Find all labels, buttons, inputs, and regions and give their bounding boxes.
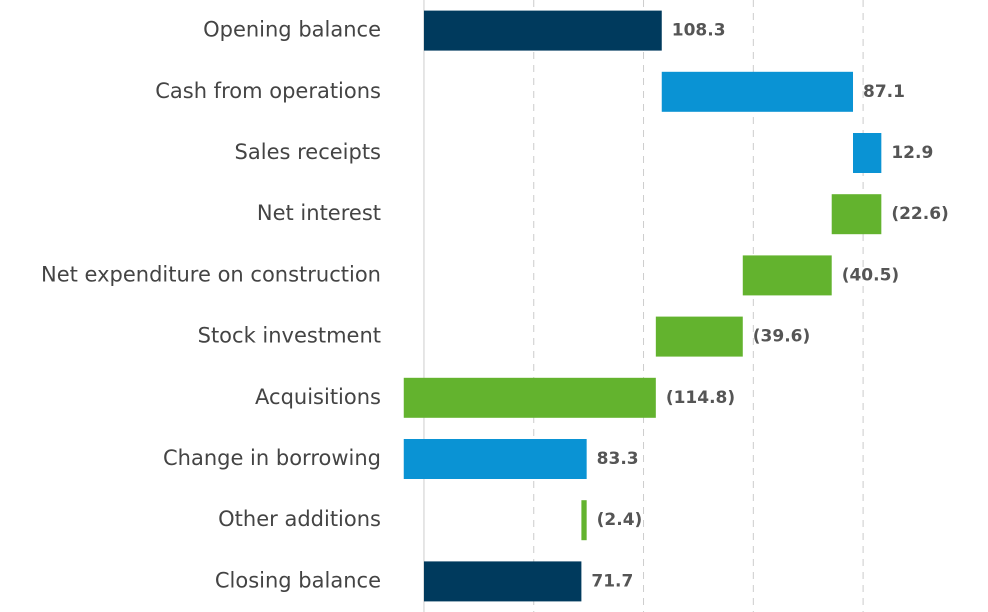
bar [581,500,587,541]
category-label: Closing balance [215,568,381,592]
bar [853,133,882,173]
bar [655,316,743,357]
category-label: Sales receipts [235,140,381,164]
category-label: Stock investment [198,324,381,348]
value-label: (2.4) [597,510,643,530]
category-label: Net interest [257,201,381,225]
value-label: 83.3 [597,449,639,469]
category-label: Cash from operations [155,79,381,103]
category-label: Change in borrowing [163,446,381,470]
bar [661,71,854,112]
value-label: (114.8) [666,388,735,408]
value-label: (40.5) [842,265,899,285]
bar [403,439,587,479]
value-label: (22.6) [891,204,948,224]
bar [831,194,882,235]
bar [403,377,656,418]
value-label: 87.1 [863,82,905,102]
value-label: 71.7 [591,571,633,591]
bar [423,561,582,602]
value-label: 12.9 [891,143,933,163]
bar [742,255,832,296]
category-label: Net expenditure on construction [41,262,381,286]
bar [423,10,662,51]
category-label: Opening balance [203,18,381,42]
category-label: Other additions [218,507,381,531]
value-label: 108.3 [672,21,726,41]
value-label: (39.6) [753,327,810,347]
category-label: Acquisitions [255,385,381,409]
